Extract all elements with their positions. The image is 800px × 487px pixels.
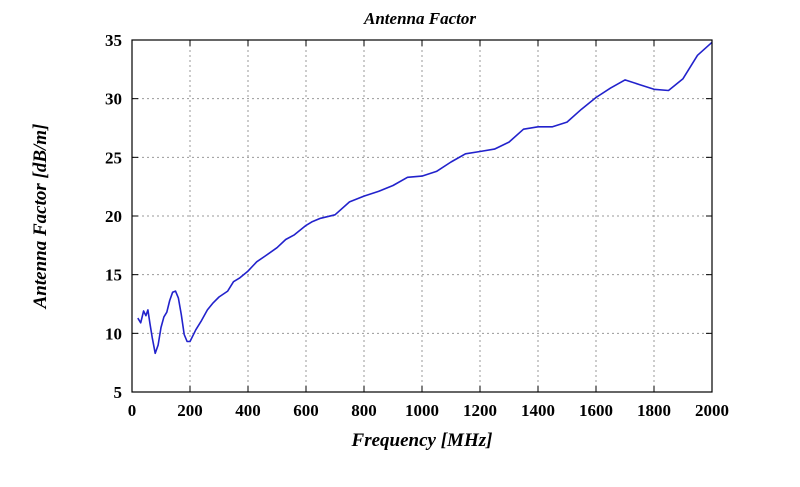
y-tick-label: 35	[105, 31, 122, 50]
tick-labels: 0 200 400 600 800 1000 1200 1400 1600 1800 2000 5 10…	[105, 31, 729, 420]
x-tick-label: 1600	[579, 401, 613, 420]
x-tick-label: 1800	[637, 401, 671, 420]
y-tick-label: 25	[105, 148, 122, 167]
y-tick-label: 30	[105, 90, 122, 109]
grid-lines	[132, 40, 712, 392]
x-tick-label: 1000	[405, 401, 439, 420]
x-axis-label: Frequency [MHz]	[351, 430, 493, 451]
series-layer	[137, 41, 713, 355]
y-axis-label: Antenna Factor [dB/m]	[30, 124, 51, 310]
y-tick-label: 15	[105, 266, 122, 285]
y-tick-label: 5	[114, 383, 123, 402]
x-tick-label: 400	[235, 401, 261, 420]
x-tick-label: 600	[293, 401, 319, 420]
x-tick-label: 0	[128, 401, 137, 420]
y-tick-label: 10	[105, 324, 122, 343]
y-tick-label: 20	[105, 207, 122, 226]
x-tick-label: 800	[351, 401, 377, 420]
axis-ticks	[131, 39, 713, 393]
x-tick-label: 1400	[521, 401, 555, 420]
x-tick-label: 200	[177, 401, 203, 420]
x-tick-label: 1200	[463, 401, 497, 420]
plot-frame	[131, 39, 713, 393]
series-line	[137, 41, 713, 355]
chart-title: Antenna Factor	[363, 9, 476, 28]
x-tick-label: 2000	[695, 401, 729, 420]
